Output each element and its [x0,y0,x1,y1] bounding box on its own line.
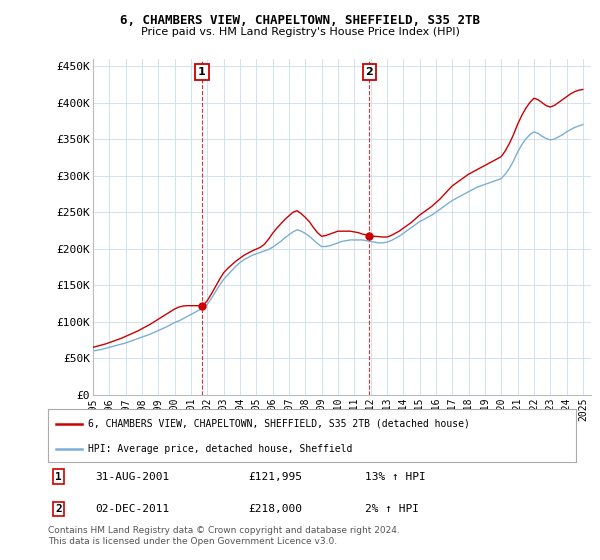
Text: £218,000: £218,000 [248,504,302,514]
Text: 1: 1 [55,472,62,482]
Text: 02-DEC-2011: 02-DEC-2011 [95,504,170,514]
Text: 6, CHAMBERS VIEW, CHAPELTOWN, SHEFFIELD, S35 2TB: 6, CHAMBERS VIEW, CHAPELTOWN, SHEFFIELD,… [120,14,480,27]
Text: Contains HM Land Registry data © Crown copyright and database right 2024.
This d: Contains HM Land Registry data © Crown c… [48,526,400,546]
Text: Price paid vs. HM Land Registry's House Price Index (HPI): Price paid vs. HM Land Registry's House … [140,27,460,37]
Text: 2% ↑ HPI: 2% ↑ HPI [365,504,419,514]
Text: 13% ↑ HPI: 13% ↑ HPI [365,472,425,482]
Text: 6, CHAMBERS VIEW, CHAPELTOWN, SHEFFIELD, S35 2TB (detached house): 6, CHAMBERS VIEW, CHAPELTOWN, SHEFFIELD,… [88,419,469,429]
Text: 1: 1 [198,67,206,77]
Text: HPI: Average price, detached house, Sheffield: HPI: Average price, detached house, Shef… [88,444,352,454]
Text: 2: 2 [55,504,62,514]
Text: £121,995: £121,995 [248,472,302,482]
Text: 2: 2 [365,67,373,77]
Text: 31-AUG-2001: 31-AUG-2001 [95,472,170,482]
